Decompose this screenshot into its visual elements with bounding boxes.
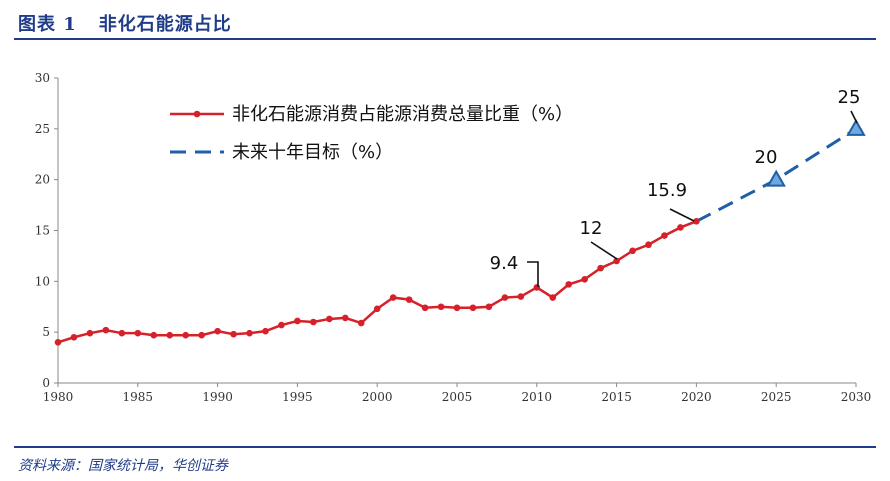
series-share-point <box>389 294 397 301</box>
x-tick-label: 2005 <box>442 390 473 404</box>
figure-header: 图表 1 非化石能源占比 <box>14 6 876 36</box>
annotation-leader <box>590 241 618 260</box>
series-share-point <box>421 304 429 312</box>
y-tick-label: 30 <box>35 71 50 85</box>
series-share-point <box>629 247 636 255</box>
header-divider <box>14 38 876 40</box>
series-share-point <box>437 303 445 311</box>
series-share-point <box>613 257 620 265</box>
series-share-point <box>134 329 142 337</box>
x-tick-label: 1990 <box>202 390 233 404</box>
x-tick-label: 2030 <box>841 390 872 404</box>
data-label: 20 <box>755 147 778 168</box>
data-label: 12 <box>580 218 603 239</box>
x-tick-label: 1980 <box>43 390 74 404</box>
series-share-point <box>278 321 285 329</box>
x-tick-label: 2000 <box>362 390 393 404</box>
series-share-point <box>341 314 349 322</box>
data-label: 25 <box>838 87 861 108</box>
series-share-point <box>54 339 62 346</box>
series-share-point <box>150 331 158 339</box>
y-tick-label: 15 <box>35 224 50 238</box>
series-share-point <box>118 329 126 337</box>
series-share-point <box>693 218 700 225</box>
series-share-point <box>294 317 301 325</box>
series-share-point <box>166 331 174 339</box>
series-share-point <box>405 296 413 303</box>
series-share-point <box>485 303 493 311</box>
x-tick-label: 2015 <box>601 390 632 404</box>
legend-share-marker <box>193 110 201 118</box>
data-label: 9.4 <box>490 253 519 274</box>
chart-series <box>54 118 866 346</box>
series-share-point <box>310 318 317 326</box>
series-share-point <box>469 304 477 312</box>
series-share-point <box>262 327 269 335</box>
data-label: 15.9 <box>647 180 687 201</box>
series-share-point <box>86 329 94 337</box>
annotation-leader <box>850 110 858 124</box>
series-share-point <box>517 293 525 300</box>
series-target-point <box>846 118 866 136</box>
series-share-point <box>581 276 588 283</box>
figure-title: 图表 1 非化石能源占比 <box>18 10 232 36</box>
series-share-point <box>453 304 461 312</box>
legend-share-label: 非化石能源消费占能源消费总量比重（%） <box>232 104 573 125</box>
chart-legend: 非化石能源消费占能源消费总量比重（%） 未来十年目标（%） <box>170 104 573 163</box>
series-share-point <box>357 319 365 327</box>
x-tick-label: 1995 <box>282 390 313 404</box>
series-share-point <box>661 232 668 239</box>
series-share-point <box>102 326 110 334</box>
series-share-point <box>597 264 604 272</box>
y-tick-label: 25 <box>35 122 50 136</box>
series-share-point <box>565 281 573 288</box>
series-target-point <box>766 169 786 187</box>
series-share-point <box>549 294 557 301</box>
series-share-point <box>246 329 253 337</box>
series-share-point <box>230 330 237 338</box>
figure-title-text: 非化石能源占比 <box>98 14 232 35</box>
x-tick-label: 2020 <box>681 390 712 404</box>
series-share-point <box>645 241 652 249</box>
series-share-point <box>182 331 189 339</box>
x-tick-label: 2010 <box>522 390 553 404</box>
annotation-leader <box>527 261 539 287</box>
series-share-point <box>198 331 205 339</box>
series-share-point <box>533 284 541 291</box>
x-tick-label: 1985 <box>123 390 154 404</box>
series-share-point <box>677 224 684 231</box>
legend-target-label: 未来十年目标（%） <box>232 142 393 163</box>
annotation-leader <box>669 208 695 222</box>
y-tick-label: 0 <box>42 376 50 390</box>
y-tick-label: 20 <box>35 173 50 187</box>
series-share-point <box>326 315 333 323</box>
chart-annotations: 9.4 12 15.9 20 25 <box>490 87 861 287</box>
series-share-point <box>373 305 381 313</box>
y-tick-label: 5 <box>42 325 50 339</box>
series-share-point <box>501 294 509 301</box>
y-tick-label: 10 <box>35 274 50 288</box>
series-share-point <box>214 327 221 335</box>
figure-number: 图表 1 <box>18 14 77 35</box>
series-share-point <box>70 333 78 341</box>
series-share-line <box>57 220 697 344</box>
x-tick-label: 2025 <box>761 390 792 404</box>
source-note: 资料来源：国家统计局，华创证券 <box>18 458 228 474</box>
footer-divider <box>14 446 876 448</box>
